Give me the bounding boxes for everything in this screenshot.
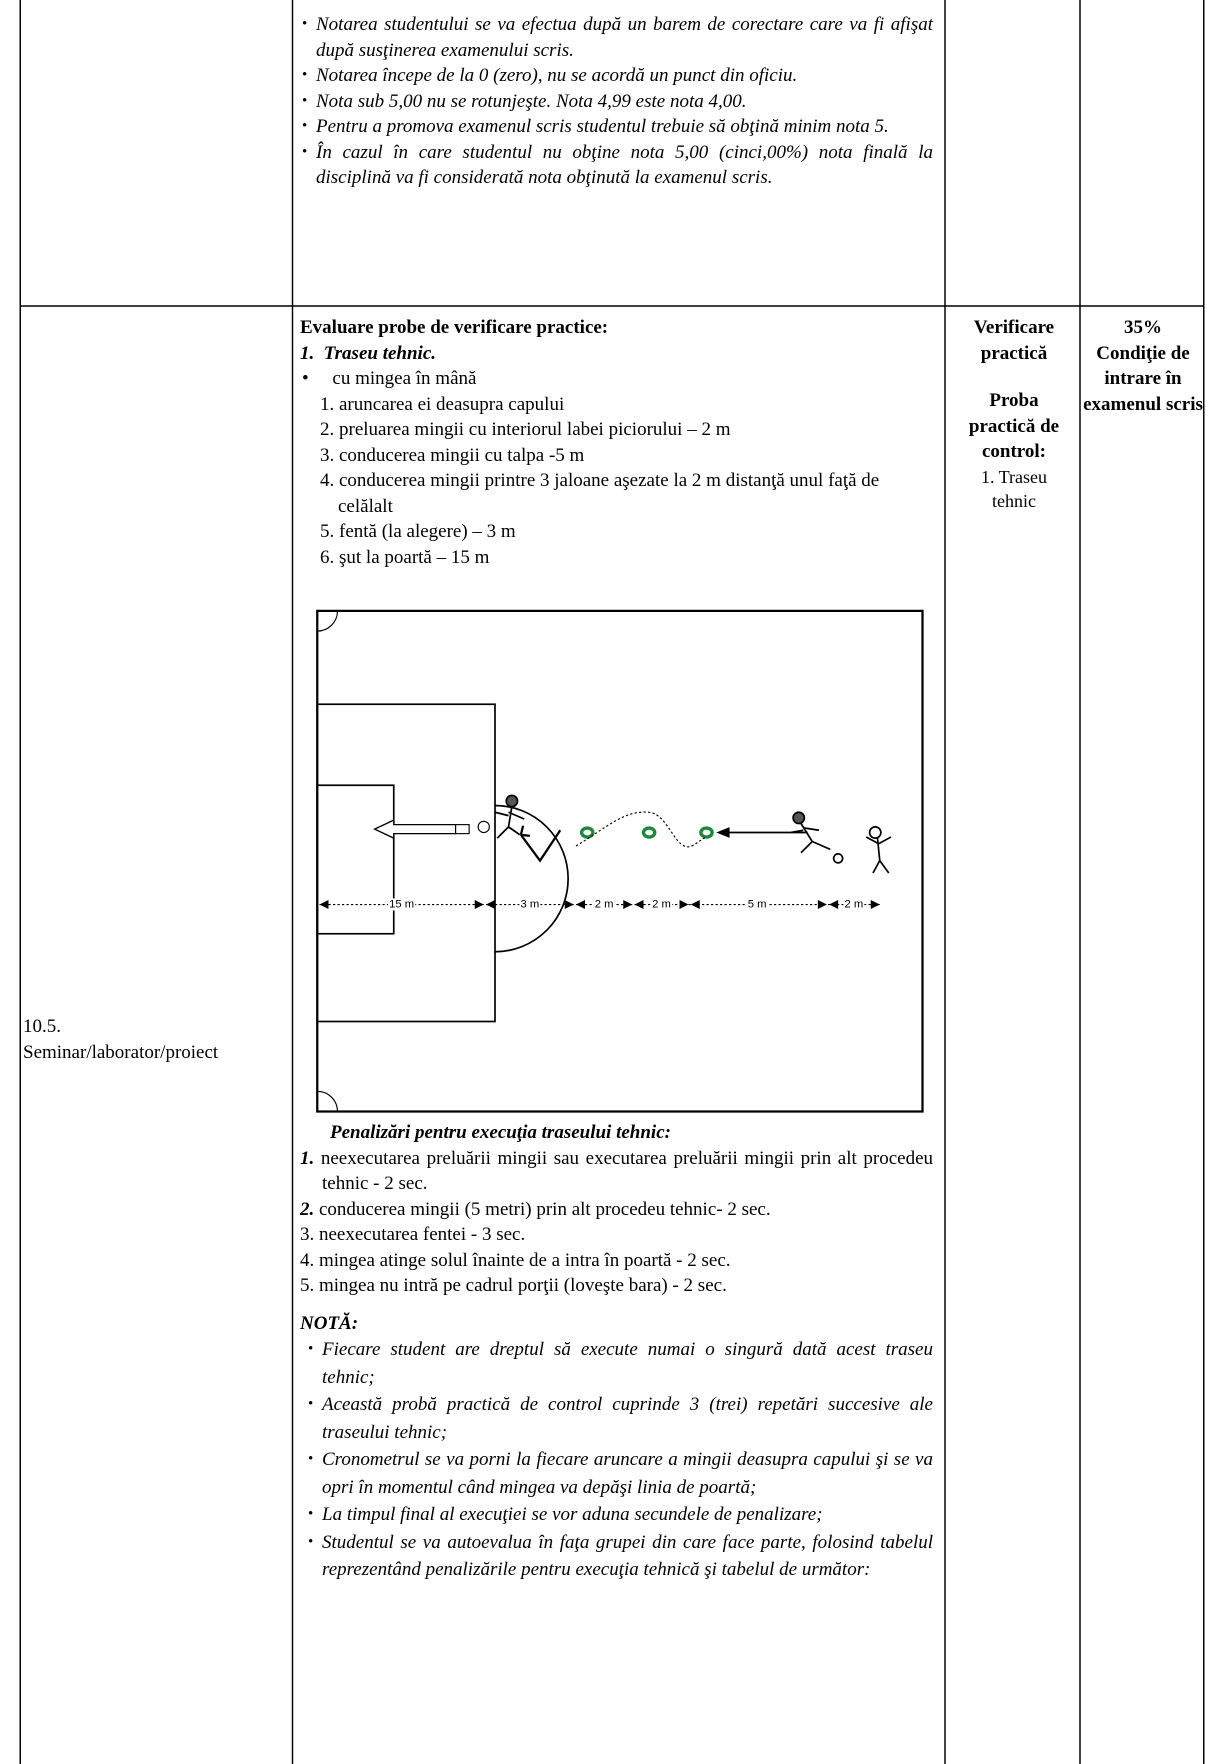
grading-bullet: În cazul în care studentul nu obţine not…	[300, 140, 933, 191]
bullet-text: cu mingea în mână	[332, 368, 477, 389]
field-diagram	[316, 609, 924, 1113]
table-borders	[19, 0, 1205, 1764]
penalty: 5. mingea nu intră pe cadrul porţii (lov…	[300, 1273, 933, 1299]
label-bg	[843, 898, 865, 911]
penalties: 1. neexecutarea preluării mingii sau exe…	[300, 1146, 933, 1299]
label-bg	[593, 898, 615, 911]
notes: Fiecare student are dreptul să execute n…	[300, 1336, 933, 1584]
penalty: 1. neexecutarea preluării mingii sau exe…	[300, 1146, 933, 1197]
subheading: 1. Traseu tehnic.	[300, 341, 933, 367]
penalty-text: mingea nu intră pe cadrul porţii (loveşt…	[319, 1275, 727, 1296]
penalty: 3. neexecutarea fentei - 3 sec.	[300, 1222, 933, 1248]
row-number: 10.5.	[23, 1016, 61, 1037]
method-item: 1. Traseu tehnic	[980, 466, 1047, 511]
penalty-text: neexecutarea preluării mingii sau execut…	[320, 1147, 933, 1195]
method-test: Proba practică de control:	[968, 390, 1060, 462]
step: 3. conducerea mingii cu talpa -5 m	[320, 444, 585, 466]
penalty-text: mingea atinge solul înainte de a intra î…	[319, 1249, 731, 1271]
note: Cronometrul se va porni la fiecare arunc…	[306, 1446, 933, 1501]
grading-bullet: Nota sub 5,00 nu se rotunjeşte. Nota 4,9…	[300, 89, 933, 115]
label-bg	[519, 898, 541, 911]
grading-notes: Notarea studentului se va efectua după u…	[300, 12, 933, 191]
row-title: Seminar/laborator/proiect	[23, 1041, 219, 1063]
measure-arrows	[319, 900, 880, 909]
note: Fiecare student are dreptul să execute n…	[306, 1336, 933, 1391]
weight-percent: 35%	[1124, 317, 1162, 338]
method: Verificare practică Proba practică de co…	[948, 315, 1080, 513]
step: 5. fentă (la alegere) – 3 m	[320, 521, 516, 542]
penalties-section: Penalizări pentru execuţia traseului teh…	[300, 1120, 933, 1584]
note: Studentul se va autoevalua în faţa grupe…	[306, 1529, 933, 1584]
grading-bullet: Notarea începe de la 0 (zero), nu se aco…	[300, 63, 933, 89]
distance-label: 15 m	[389, 898, 414, 910]
distance-label: 2 m	[652, 898, 671, 910]
grading-bullet: Pentru a promova examenul scris studentu…	[300, 114, 933, 140]
practical-evaluation: Evaluare probe de verificare practice: 1…	[300, 315, 933, 570]
sub-text: Traseu tehnic.	[323, 342, 436, 364]
penalty-text: neexecutarea fentei - 3 sec.	[319, 1224, 526, 1245]
penalty: 4. mingea atinge solul înainte de a intr…	[300, 1248, 933, 1274]
method-type: Verificare practică	[973, 317, 1055, 364]
note: La timpul final al execuţiei se vor adun…	[306, 1501, 933, 1529]
penalty-number: 4.	[300, 1249, 315, 1271]
grading-bullet: Notarea studentului se va efectua după u…	[300, 12, 933, 63]
sub-number: 1.	[300, 342, 315, 364]
distance-label: 2 m	[844, 898, 863, 910]
penalty-number: 1.	[300, 1147, 315, 1169]
weight-condition: Condiţie de intrare în examenul scris	[1083, 342, 1203, 415]
step: 2. preluarea mingii cu interiorul labei …	[320, 419, 731, 440]
penalty-number: 3.	[300, 1224, 315, 1245]
distance-label: 2 m	[595, 898, 614, 910]
distance-label: 3 m	[520, 898, 539, 910]
note: Această probă practică de control cuprin…	[306, 1391, 933, 1446]
step: 1. aruncarea ei deasupra capului	[320, 393, 565, 415]
step: 6. şut la poartă – 15 m	[320, 546, 490, 568]
penalty-text: conducerea mingii (5 metri) prin alt pro…	[319, 1198, 771, 1220]
penalty: 2. conducerea mingii (5 metri) prin alt …	[300, 1197, 933, 1223]
label-bg	[387, 898, 416, 911]
note-title: NOTĂ:	[300, 1312, 359, 1334]
heading: Evaluare probe de verificare practice:	[300, 317, 609, 338]
label-bg	[650, 898, 673, 911]
distance-labels: 15 m 3 m 2 m 2 m 5 m 2 m	[387, 898, 865, 911]
label-bg	[746, 898, 768, 911]
weight: 35% Condiţie de intrare în examenul scri…	[1082, 315, 1204, 417]
bullet: • cu mingea în mână	[302, 368, 477, 389]
penalties-title: Penalizări pentru execuţia traseului teh…	[330, 1122, 671, 1143]
penalty-number: 5.	[300, 1275, 315, 1296]
row-label: 10.5. Seminar/laborator/proiect	[23, 1014, 293, 1065]
penalty-number: 2.	[300, 1198, 315, 1220]
step: 4. conducerea mingii printre 3 jaloane a…	[320, 470, 880, 517]
steps: 1. aruncarea ei deasupra capului 2. prelu…	[300, 392, 933, 571]
distance-label: 5 m	[748, 898, 767, 910]
